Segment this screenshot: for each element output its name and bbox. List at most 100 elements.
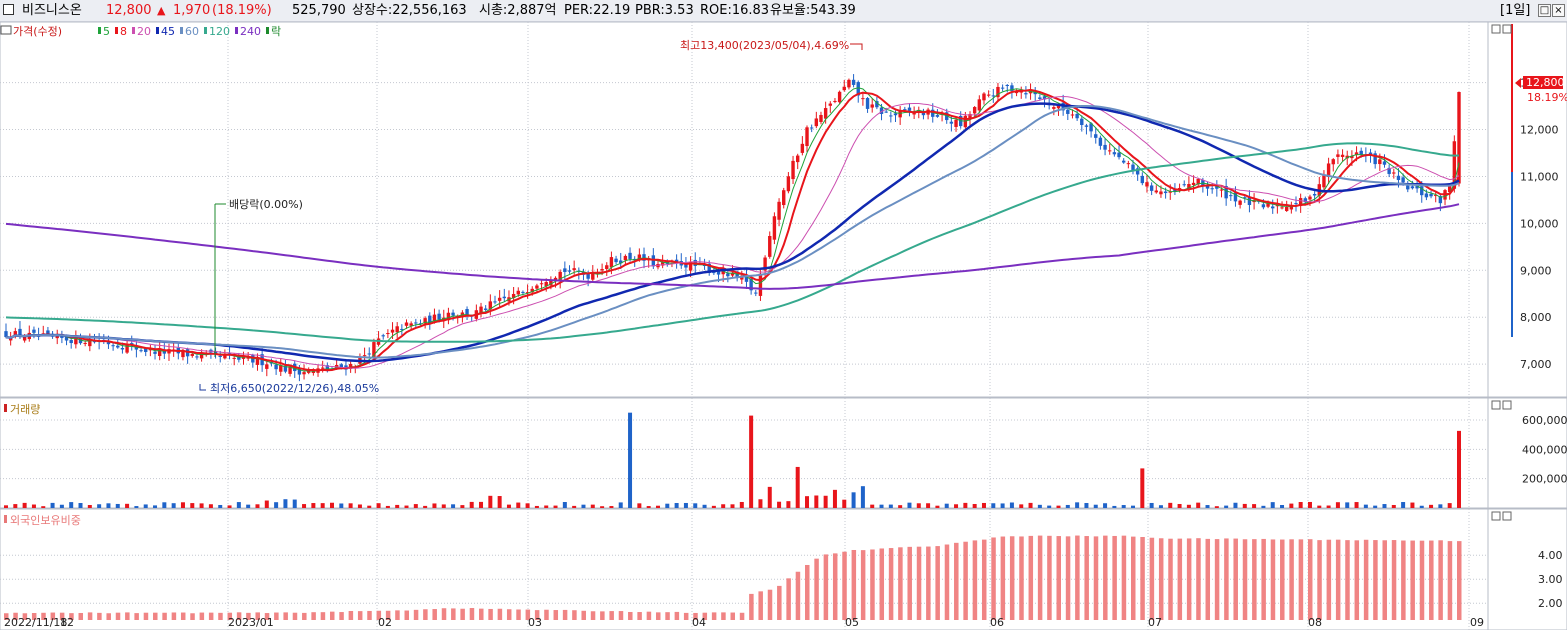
ownership-bar [767,589,773,620]
candle-body [1331,159,1335,165]
volume-bar [1103,503,1108,508]
volume-bar [1345,502,1350,508]
ownership-bar [1280,539,1285,620]
volume-bar [311,503,316,508]
volume-bar [1363,504,1368,508]
candle-body [157,348,162,356]
volume-bar [413,504,418,508]
candle-body [1121,160,1126,163]
ownership-bar [208,612,214,620]
candle-body [1294,203,1298,205]
volume-bar [944,503,949,508]
candle-body [288,366,292,374]
candle-body [1308,196,1312,200]
legend-marker [115,27,118,34]
candle-body [851,79,856,85]
candle-body [502,296,507,299]
candle-body [1382,161,1387,165]
volume-bar [1112,505,1117,508]
volume-bar [693,503,698,508]
pbr-value: PBR:3.53 [635,3,694,18]
candle-body [870,104,874,108]
volume-bar [581,504,586,508]
candle-body [879,107,884,114]
trade-volume: 525,790 [292,3,346,18]
candle-body [982,93,986,101]
volume-bar [618,502,623,508]
candle-body [1066,109,1070,114]
ownership-bar [59,612,65,620]
ownership-bar [1214,539,1220,620]
volume-bar [777,501,782,508]
candle-body [521,291,525,293]
candle-body [1163,191,1168,194]
ownership-bar [432,609,437,620]
ownership-bar [749,593,754,620]
candle-body [1303,198,1308,203]
volume-bar [190,503,195,508]
ownership-bar [1335,539,1341,620]
candle-body [190,353,194,356]
ownership-bar [525,609,531,620]
ownership-bar [954,542,959,620]
candle-body [619,260,623,264]
ownership-bar [562,609,568,620]
ownership-bar [413,609,419,620]
ownership-bar [302,612,307,620]
ownership-bar [1140,536,1145,620]
volume-bar [1298,502,1303,508]
close-pane-icon [1502,400,1512,410]
candle-body [977,99,982,111]
candle-body [931,109,935,117]
restore-icon[interactable]: □ [1538,4,1551,17]
volume-bar [730,504,735,508]
candle-body [935,115,940,117]
candle-body [1033,92,1037,95]
volume-bar [832,489,837,508]
ownership-bar [1149,537,1155,620]
change-arrow-icon: ▲ [157,4,166,17]
volume-bar [888,504,893,508]
ownership-bar [1084,536,1089,620]
candle-body [782,190,786,206]
ownership-bar [115,612,121,620]
candle-body [428,315,432,324]
candle-body [1098,137,1103,146]
ownership-bar [739,612,745,620]
candle-body [1149,185,1154,191]
volume-bar [879,504,884,508]
legend-marker [4,404,7,412]
volume-bar [441,504,446,508]
candle-body [837,91,842,103]
candle-body [367,353,371,355]
ownership-bar [1158,538,1164,620]
candle-body [46,330,50,335]
candle-body [409,323,413,326]
close-icon[interactable]: × [1552,4,1565,17]
volume-bar [339,503,344,508]
volume-bar [199,503,204,508]
x-tick-label: 03 [528,616,542,629]
ownership-bar [581,610,586,620]
y-axis-pane-3 [1487,508,1567,630]
candle-body [372,342,376,358]
candle-body [591,272,595,280]
ownership-bar [506,609,512,620]
candle-body [768,236,772,257]
ownership-bar [1410,540,1415,620]
period-selector[interactable]: [1일] [1500,3,1531,18]
candle-body [1447,185,1452,193]
candle-body [1424,193,1429,198]
candle-body [1415,186,1419,189]
candle-body [199,353,204,359]
volume-bar [842,499,847,508]
y-tick-label: 12,000 [1520,124,1559,137]
candle-body [1392,172,1396,174]
y-axis-pane-2 [1487,397,1567,509]
volume-bar [972,504,977,508]
candle-body [218,355,222,357]
header-checkbox[interactable] [3,4,14,15]
candle-body [1145,182,1149,187]
x-tick-label: 02 [378,616,392,629]
volume-bar [534,505,539,508]
